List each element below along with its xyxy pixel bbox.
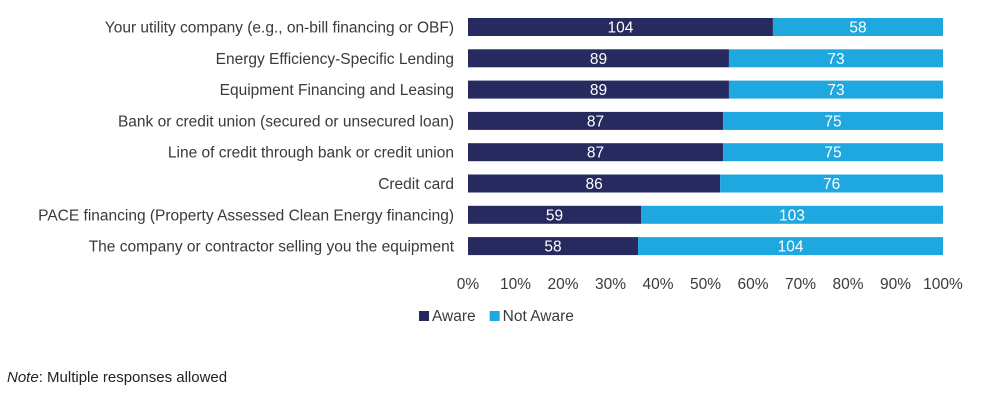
- stacked-bar-chart: Your utility company (e.g., on-bill fina…: [38, 18, 963, 325]
- bar-not-aware: [720, 174, 943, 193]
- data-label-not-aware: 73: [827, 82, 844, 99]
- category-label: PACE financing (Property Assessed Clean …: [38, 207, 454, 224]
- x-tick-label: 40%: [642, 276, 673, 293]
- x-tick-label: 30%: [595, 276, 626, 293]
- x-tick-label: 50%: [690, 276, 721, 293]
- data-label-aware: 87: [587, 113, 604, 130]
- bar-not-aware: [640, 205, 943, 224]
- x-tick-label: 0%: [457, 276, 480, 293]
- bar-aware: [468, 111, 724, 130]
- legend-label-aware: Aware: [432, 308, 476, 325]
- bar-aware: [468, 237, 639, 256]
- data-label-not-aware: 103: [779, 207, 805, 224]
- bar-not-aware: [723, 111, 943, 130]
- category-label: Line of credit through bank or credit un…: [168, 145, 454, 162]
- data-label-aware: 86: [585, 176, 602, 193]
- x-tick-label: 60%: [737, 276, 768, 293]
- bar-aware: [468, 174, 721, 193]
- data-label-aware: 58: [544, 239, 561, 256]
- bar-aware: [468, 205, 641, 224]
- bar-not-aware: [728, 49, 943, 68]
- data-label-aware: 87: [587, 145, 604, 162]
- data-label-aware: 89: [590, 82, 607, 99]
- data-label-not-aware: 73: [827, 51, 844, 68]
- data-label-aware: 89: [590, 51, 607, 68]
- chart-note: Note: Multiple responses allowed: [7, 369, 227, 386]
- category-label: Equipment Financing and Leasing: [220, 82, 454, 99]
- category-label: Credit card: [378, 176, 454, 193]
- data-label-aware: 104: [608, 20, 634, 37]
- data-label-not-aware: 58: [849, 20, 866, 37]
- data-label-not-aware: 75: [824, 145, 841, 162]
- category-label: Energy Efficiency-Specific Lending: [216, 51, 454, 68]
- data-label-not-aware: 75: [824, 113, 841, 130]
- data-label-aware: 59: [546, 207, 563, 224]
- bar-not-aware: [723, 143, 943, 162]
- bar-not-aware: [728, 80, 943, 99]
- x-tick-label: 80%: [832, 276, 863, 293]
- data-label-not-aware: 104: [778, 239, 804, 256]
- bar-aware: [468, 18, 773, 36]
- bar-aware: [468, 80, 729, 99]
- note-prefix: Note: [7, 369, 39, 386]
- category-label: Bank or credit union (secured or unsecur…: [118, 113, 454, 130]
- category-label: The company or contractor selling you th…: [89, 239, 455, 256]
- legend-swatch-not-aware: [489, 311, 500, 321]
- x-tick-label: 70%: [785, 276, 816, 293]
- category-label: Your utility company (e.g., on-bill fina…: [105, 20, 454, 37]
- x-tick-label: 10%: [500, 276, 531, 293]
- note-text: : Multiple responses allowed: [38, 369, 228, 386]
- data-label-not-aware: 76: [823, 176, 840, 193]
- bar-aware: [468, 143, 724, 162]
- x-tick-label: 100%: [923, 276, 963, 293]
- x-tick-label: 90%: [880, 276, 911, 293]
- bar-not-aware: [638, 237, 943, 256]
- bar-not-aware: [772, 18, 943, 36]
- x-tick-label: 20%: [547, 276, 578, 293]
- bar-aware: [468, 49, 729, 68]
- legend-swatch-aware: [419, 311, 429, 321]
- legend-label-not-aware: Not Aware: [503, 308, 574, 325]
